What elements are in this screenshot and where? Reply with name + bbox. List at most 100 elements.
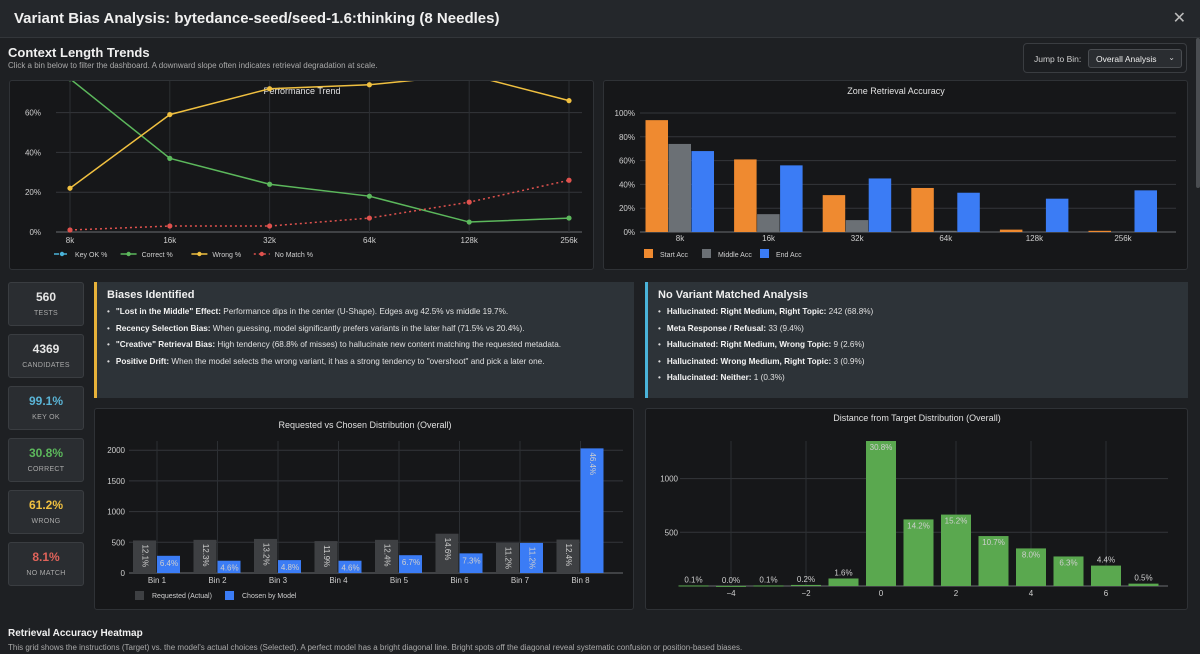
chart-title: Zone Retrieval Accuracy <box>847 86 945 96</box>
data-point <box>267 181 273 187</box>
bar-value-label: 30.8% <box>870 443 893 452</box>
bar-value-label: 7.3% <box>462 556 480 565</box>
y-tick-label: 1000 <box>107 508 125 517</box>
bias-item-heading: Recency Selection Bias: <box>115 323 211 333</box>
bar-value-label: 4.6% <box>341 564 359 573</box>
no-match-item-heading: Hallucinated: Neither: <box>666 373 752 382</box>
x-tick-label: Bin 1 <box>148 576 167 585</box>
stat-value: 61.2% <box>28 498 64 512</box>
chevron-down-icon: ⌄ <box>1168 53 1175 62</box>
close-icon[interactable]: ✕ <box>1172 10 1186 27</box>
x-tick-label: 128k <box>1026 234 1044 243</box>
distance-bar <box>753 585 784 587</box>
no-match-box: No Variant Matched Analysis Hallucinated… <box>645 282 1188 398</box>
requested-vs-chosen-panel: Requested vs Chosen Distribution (Overal… <box>94 408 634 610</box>
bar-middle-acc <box>757 214 780 232</box>
legend-label: Correct % <box>142 252 173 259</box>
bias-item: Positive Drift: When the model selects t… <box>107 357 561 374</box>
series-line-wrong- <box>69 81 570 189</box>
bar-requested-actual- <box>254 538 277 573</box>
distance-bar <box>1016 548 1046 586</box>
legend-marker <box>197 251 202 257</box>
stat-value: 560 <box>35 290 57 304</box>
bar-end-acc <box>1134 190 1157 232</box>
y-tick-label: 1000 <box>660 475 678 484</box>
biases-list: "Lost in the Middle" Effect: Performance… <box>107 307 561 373</box>
stat-label: CANDIDATES <box>22 362 70 369</box>
x-tick-label: Bin 5 <box>390 576 409 585</box>
x-tick-label: 128k <box>461 236 479 245</box>
legend-label: Start Acc <box>660 252 689 259</box>
performance-trend-panel: Performance Trend0%20%40%60%80%100%8k16k… <box>9 80 594 270</box>
jump-to-bin-select[interactable]: Overall Analysis ⌄ <box>1088 49 1182 68</box>
legend-label: End Acc <box>776 252 802 259</box>
y-tick-label: 60% <box>619 157 635 166</box>
data-point <box>67 227 73 233</box>
bar-value-label: 13.2% <box>262 543 271 566</box>
legend-swatch <box>644 249 653 258</box>
y-tick-label: 100% <box>615 109 635 118</box>
y-tick-label: 2000 <box>107 446 125 455</box>
data-point <box>366 82 372 88</box>
bar-start-acc <box>822 195 846 232</box>
no-match-item-heading: Hallucinated: Wrong Medium, Right Topic: <box>666 356 832 366</box>
bar-value-label: 11.2% <box>528 547 537 569</box>
bar-start-acc <box>1088 230 1111 232</box>
legend-label: Chosen by Model <box>242 593 297 600</box>
no-match-item: Hallucinated: Neither: 1 (0.3%) <box>658 373 873 390</box>
bar-requested-actual- <box>496 542 519 573</box>
bar-value-label: 12.4% <box>383 544 392 567</box>
bar-value-label: 15.2% <box>945 517 968 526</box>
bar-value-label: 46.4% <box>588 452 597 475</box>
y-tick-label: 60% <box>25 109 41 118</box>
y-tick-label: 80% <box>619 133 635 142</box>
data-point <box>366 193 372 199</box>
scrollbar-thumb[interactable] <box>1196 38 1200 188</box>
chart-body: Requested vs Chosen Distribution (Overal… <box>107 420 623 600</box>
bias-item-heading: Positive Drift: <box>115 356 170 366</box>
y-tick-label: 500 <box>112 538 126 547</box>
x-tick-label: Bin 8 <box>571 576 590 585</box>
chart-body: Performance Trend0%20%40%60%80%100%8k16k… <box>25 81 582 259</box>
data-point <box>566 177 572 183</box>
bias-item: "Creative" Retrieval Bias: High tendency… <box>107 340 561 357</box>
no-match-item-heading: Hallucinated: Right Medium, Wrong Topic: <box>666 340 832 349</box>
y-tick-label: 0% <box>623 228 635 237</box>
bar-chosen-by-model <box>157 555 180 573</box>
data-point <box>167 155 173 161</box>
bar-end-acc <box>691 151 714 232</box>
bar-requested-actual- <box>435 533 459 573</box>
y-tick-label: 0 <box>121 569 126 578</box>
no-match-item: Hallucinated: Right Medium, Right Topic:… <box>658 307 873 324</box>
no-match-item-heading: Meta Response / Refusal: <box>666 323 767 333</box>
distance-bar <box>1091 565 1121 586</box>
context-section-title: Context Length Trends <box>8 45 150 60</box>
x-tick-label: −4 <box>726 589 736 598</box>
stat-value: 99.1% <box>28 394 64 408</box>
bar-middle-acc <box>668 143 691 232</box>
x-tick-label: 64k <box>363 236 377 245</box>
x-tick-label: 64k <box>939 234 953 243</box>
y-tick-label: 0% <box>29 228 41 237</box>
stat-value: 4369 <box>32 342 60 356</box>
x-tick-label: 16k <box>163 236 177 245</box>
bar-value-label: 14.6% <box>443 538 452 561</box>
performance-trend-chart: Performance Trend0%20%40%60%80%100%8k16k… <box>25 81 582 259</box>
legend-marker <box>59 251 65 257</box>
distance-bar <box>866 441 896 586</box>
bar-start-acc <box>999 229 1023 232</box>
x-tick-label: −2 <box>801 589 811 598</box>
data-point <box>167 223 173 229</box>
distance-bar <box>678 585 709 587</box>
window-title: Variant Bias Analysis: bytedance-seed/se… <box>14 10 500 27</box>
stat-label: CORRECT <box>27 466 65 473</box>
legend-label: Key OK % <box>75 252 107 259</box>
legend-swatch <box>760 249 769 258</box>
legend-label: No Match % <box>275 252 313 259</box>
bar-value-label: 4.8% <box>281 563 299 572</box>
heatmap-title: Retrieval Accuracy Heatmap <box>8 628 143 639</box>
stat-label: KEY OK <box>32 414 60 421</box>
x-tick-label: 4 <box>1029 589 1034 598</box>
distance-bar <box>978 536 1009 586</box>
x-tick-label: Bin 3 <box>269 576 288 585</box>
